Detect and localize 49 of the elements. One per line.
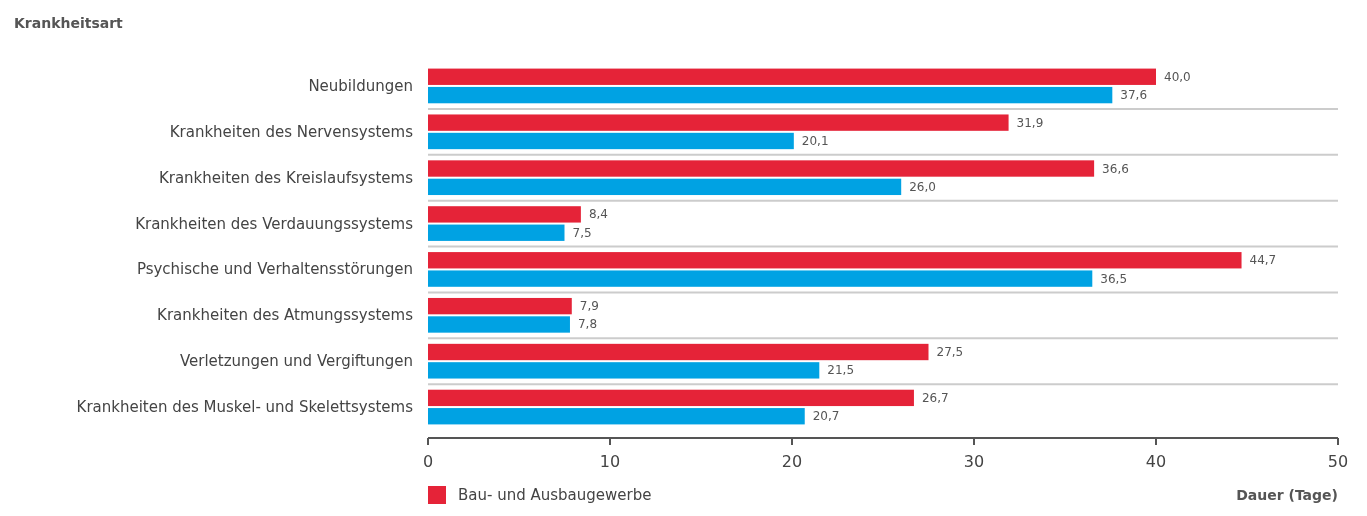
data-label: 26,0 xyxy=(909,179,936,194)
data-label: 37,6 xyxy=(1120,88,1148,103)
data-label: 7,9 xyxy=(579,299,599,314)
bar xyxy=(428,178,902,196)
data-label: 36,5 xyxy=(1100,271,1128,286)
y-tick-label: Krankheiten des Kreislaufsystems xyxy=(158,168,414,187)
x-tick-label: 0 xyxy=(422,452,434,471)
bar xyxy=(428,160,1095,177)
bar xyxy=(428,389,914,407)
data-label: 20,1 xyxy=(801,133,829,148)
y-tick-label: Krankheiten des Nervensystems xyxy=(169,122,414,141)
data-label: 27,5 xyxy=(936,345,964,360)
legend-label: Bau- und Ausbaugewerbe xyxy=(458,486,652,504)
data-label: 20,7 xyxy=(812,409,840,424)
bar xyxy=(428,224,565,241)
bar xyxy=(428,362,820,379)
bar xyxy=(428,343,929,361)
y-tick-label: Psychische und Verhaltensstörungen xyxy=(136,260,413,279)
bar xyxy=(428,316,570,333)
bar xyxy=(428,270,1093,287)
bar xyxy=(428,297,572,315)
data-label: 8,4 xyxy=(588,207,608,222)
x-axis-title: Dauer (Tage) xyxy=(1236,487,1338,503)
bar xyxy=(428,252,1242,269)
bar xyxy=(428,86,1113,104)
y-tick-label: Neubildungen xyxy=(308,76,413,95)
data-label: 7,5 xyxy=(572,225,592,240)
data-label: 21,5 xyxy=(827,363,855,378)
bar xyxy=(428,114,1009,131)
bar xyxy=(428,206,581,223)
bar xyxy=(428,68,1156,85)
x-tick-label: 40 xyxy=(1145,452,1167,471)
data-label: 31,9 xyxy=(1016,115,1044,130)
x-tick-label: 10 xyxy=(599,452,621,471)
data-label: 44,7 xyxy=(1249,253,1277,268)
y-tick-label: Krankheiten des Verdauungssystems xyxy=(135,214,414,233)
y-axis-title: Krankheitsart xyxy=(14,15,124,31)
data-label: 36,6 xyxy=(1102,161,1129,176)
y-tick-label: Krankheiten des Muskel- und Skelettsystems xyxy=(76,398,414,417)
data-label: 26,7 xyxy=(921,390,949,405)
y-tick-label: Verletzungen und Vergiftungen xyxy=(179,352,413,371)
bar xyxy=(428,408,805,425)
x-tick-label: 50 xyxy=(1327,452,1349,471)
bar xyxy=(428,132,794,150)
data-label: 7,8 xyxy=(577,317,598,332)
x-tick-label: 20 xyxy=(781,452,803,471)
data-label: 40,0 xyxy=(1164,69,1191,84)
y-tick-label: Krankheiten des Atmungssystems xyxy=(157,306,414,325)
x-tick-label: 30 xyxy=(963,452,985,471)
